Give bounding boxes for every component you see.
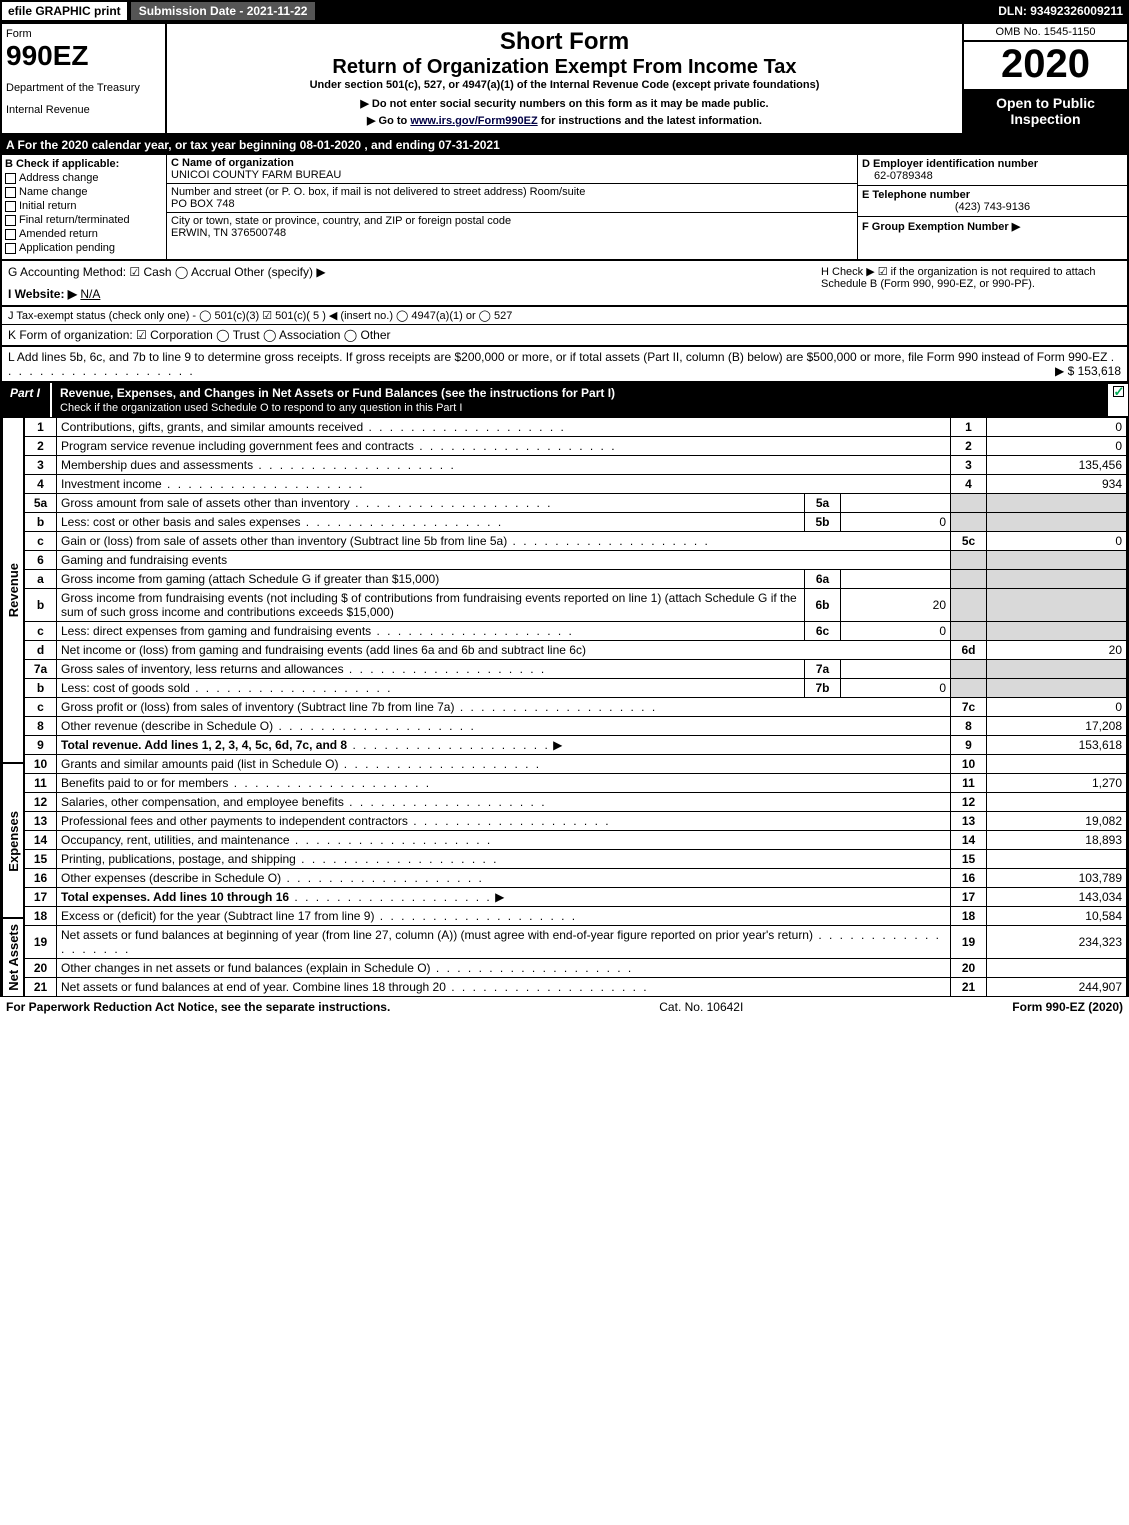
ein-value: 62-0789348 <box>862 170 1123 182</box>
page-footer: For Paperwork Reduction Act Notice, see … <box>0 997 1129 1017</box>
city-value: ERWIN, TN 376500748 <box>171 227 853 239</box>
section-b-through-f: B Check if applicable: Address change Na… <box>0 155 1129 261</box>
section-labels-column: Revenue Expenses Net Assets <box>2 417 24 997</box>
omb-number: OMB No. 1545-1150 <box>964 24 1127 42</box>
irs-link[interactable]: www.irs.gov/Form990EZ <box>410 115 537 127</box>
instructions-link-row: ▶ Go to www.irs.gov/Form990EZ for instru… <box>171 114 958 127</box>
short-form-title: Short Form <box>171 28 958 56</box>
return-title: Return of Organization Exempt From Incom… <box>171 56 958 79</box>
form-label: Form <box>6 28 161 40</box>
f-group-block: F Group Exemption Number ▶ <box>858 217 1127 236</box>
part-i-sub: Check if the organization used Schedule … <box>60 402 462 414</box>
g-accounting: G Accounting Method: ☑ Cash ◯ Accrual Ot… <box>8 265 821 279</box>
efile-print-label[interactable]: efile GRAPHIC print <box>0 0 129 22</box>
row-6d: dNet income or (loss) from gaming and fu… <box>25 641 1127 660</box>
row-6a: aGross income from gaming (attach Schedu… <box>25 570 1127 589</box>
part-i-header: Part I Revenue, Expenses, and Changes in… <box>0 383 1129 417</box>
row-17: 17Total expenses. Add lines 10 through 1… <box>25 888 1127 907</box>
row-20: 20Other changes in net assets or fund ba… <box>25 959 1127 978</box>
form-number: 990EZ <box>6 40 161 72</box>
expenses-label: Expenses <box>6 811 21 872</box>
row-6: 6Gaming and fundraising events <box>25 551 1127 570</box>
row-21: 21Net assets or fund balances at end of … <box>25 978 1127 997</box>
ssn-warning: ▶ Do not enter social security numbers o… <box>171 97 958 110</box>
row-14: 14Occupancy, rent, utilities, and mainte… <box>25 831 1127 850</box>
row-13: 13Professional fees and other payments t… <box>25 812 1127 831</box>
addr-value: PO BOX 748 <box>171 198 853 210</box>
city-block: City or town, state or province, country… <box>167 213 857 241</box>
c-label: C Name of organization <box>171 157 853 169</box>
j-tax-exempt: J Tax-exempt status (check only one) - ◯… <box>0 307 1129 324</box>
chk-application-pending[interactable]: Application pending <box>5 242 163 254</box>
row-7b: bLess: cost of goods sold7b0 <box>25 679 1127 698</box>
cat-no: Cat. No. 10642I <box>390 1000 1012 1014</box>
f-label: F Group Exemption Number ▶ <box>862 221 1020 233</box>
row-15: 15Printing, publications, postage, and s… <box>25 850 1127 869</box>
e-label: E Telephone number <box>862 189 970 201</box>
row-6c: cLess: direct expenses from gaming and f… <box>25 622 1127 641</box>
row-18: 18Excess or (deficit) for the year (Subt… <box>25 907 1127 926</box>
b-check-label: B Check if applicable: <box>5 158 163 170</box>
tax-year: 2020 <box>964 42 1127 87</box>
row-10: 10Grants and similar amounts paid (list … <box>25 755 1127 774</box>
chk-final-return[interactable]: Final return/terminated <box>5 214 163 226</box>
line-a-taxyear: A For the 2020 calendar year, or tax yea… <box>0 135 1129 155</box>
chk-amended-return[interactable]: Amended return <box>5 228 163 240</box>
d-label: D Employer identification number <box>862 158 1038 170</box>
part-i-title: Revenue, Expenses, and Changes in Net As… <box>52 383 1107 417</box>
goto-prefix: ▶ Go to <box>367 115 410 127</box>
lines-table: 1Contributions, gifts, grants, and simil… <box>24 417 1127 997</box>
form-header: Form 990EZ Department of the Treasury In… <box>0 22 1129 135</box>
row-7a: 7aGross sales of inventory, less returns… <box>25 660 1127 679</box>
paperwork-notice: For Paperwork Reduction Act Notice, see … <box>6 1000 390 1014</box>
open-inspection: Open to Public Inspection <box>964 89 1127 133</box>
submission-date: Submission Date - 2021-11-22 <box>131 2 316 20</box>
row-12: 12Salaries, other compensation, and empl… <box>25 793 1127 812</box>
row-5c: cGain or (loss) from sale of assets othe… <box>25 532 1127 551</box>
irs-label: Internal Revenue <box>6 104 161 116</box>
i-website: I Website: ▶ N/A <box>8 287 821 301</box>
city-label: City or town, state or province, country… <box>171 215 853 227</box>
revenue-label: Revenue <box>6 563 21 617</box>
d-ein-block: D Employer identification number 62-0789… <box>858 155 1127 186</box>
address-block: Number and street (or P. O. box, if mail… <box>167 184 857 213</box>
l-gross-receipts: L Add lines 5b, 6c, and 7b to line 9 to … <box>0 347 1129 383</box>
row-1: 1Contributions, gifts, grants, and simil… <box>25 418 1127 437</box>
top-bar: efile GRAPHIC print Submission Date - 20… <box>0 0 1129 22</box>
section-g-h: G Accounting Method: ☑ Cash ◯ Accrual Ot… <box>0 261 1129 307</box>
row-11: 11Benefits paid to or for members111,270 <box>25 774 1127 793</box>
row-2: 2Program service revenue including gover… <box>25 437 1127 456</box>
chk-name-change[interactable]: Name change <box>5 186 163 198</box>
h-check: H Check ▶ ☑ if the organization is not r… <box>821 265 1121 301</box>
addr-label: Number and street (or P. O. box, if mail… <box>171 186 853 198</box>
row-16: 16Other expenses (describe in Schedule O… <box>25 869 1127 888</box>
row-8: 8Other revenue (describe in Schedule O)8… <box>25 717 1127 736</box>
under-section: Under section 501(c), 527, or 4947(a)(1)… <box>171 79 958 91</box>
c-name-block: C Name of organization UNICOI COUNTY FAR… <box>167 155 857 184</box>
part-i-checkbox[interactable] <box>1107 383 1129 417</box>
row-5b: bLess: cost or other basis and sales exp… <box>25 513 1127 532</box>
k-form-org: K Form of organization: ☑ Corporation ◯ … <box>0 324 1129 347</box>
chk-initial-return[interactable]: Initial return <box>5 200 163 212</box>
form-ref: Form 990-EZ (2020) <box>1012 1000 1123 1014</box>
e-phone-block: E Telephone number (423) 743-9136 <box>858 186 1127 217</box>
row-7c: cGross profit or (loss) from sales of in… <box>25 698 1127 717</box>
row-5a: 5aGross amount from sale of assets other… <box>25 494 1127 513</box>
netassets-label: Net Assets <box>6 924 21 991</box>
l-text: L Add lines 5b, 6c, and 7b to line 9 to … <box>8 350 1107 364</box>
phone-value: (423) 743-9136 <box>862 201 1123 213</box>
row-19: 19Net assets or fund balances at beginni… <box>25 926 1127 959</box>
dln-label: DLN: 93492326009211 <box>998 4 1129 18</box>
part-i-body: Revenue Expenses Net Assets 1Contributio… <box>0 417 1129 997</box>
row-9: 9Total revenue. Add lines 1, 2, 3, 4, 5c… <box>25 736 1127 755</box>
row-3: 3Membership dues and assessments3135,456 <box>25 456 1127 475</box>
org-name: UNICOI COUNTY FARM BUREAU <box>171 169 853 181</box>
row-6b: bGross income from fundraising events (n… <box>25 589 1127 622</box>
l-amount: ▶ $ 153,618 <box>1055 364 1121 378</box>
part-i-tab: Part I <box>0 383 52 417</box>
goto-suffix: for instructions and the latest informat… <box>538 115 762 127</box>
chk-address-change[interactable]: Address change <box>5 172 163 184</box>
dept-treasury: Department of the Treasury <box>6 82 161 94</box>
row-4: 4Investment income4934 <box>25 475 1127 494</box>
